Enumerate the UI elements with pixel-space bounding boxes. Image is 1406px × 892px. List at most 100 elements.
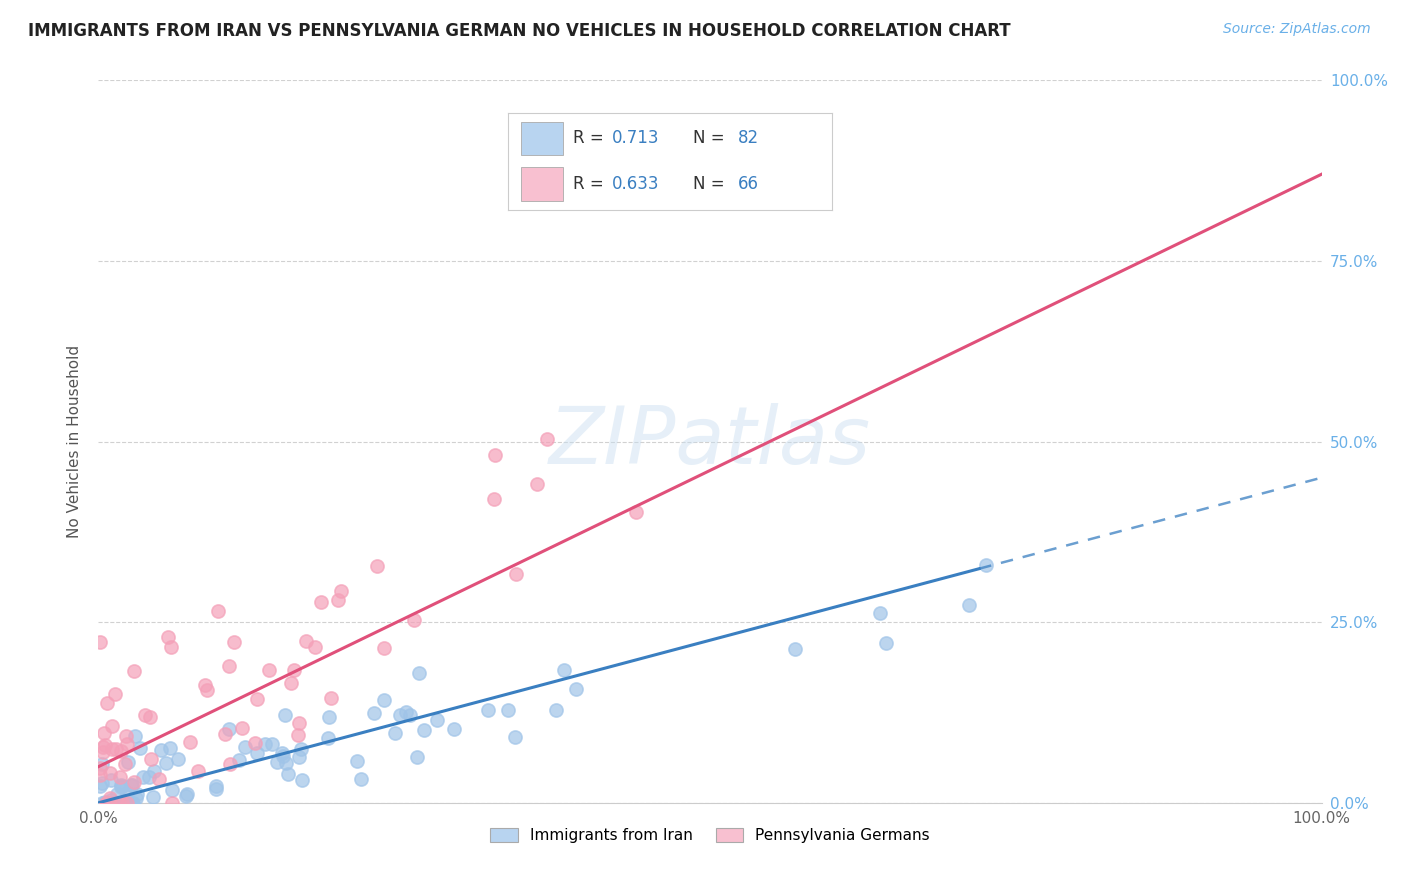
Point [115, 738, 138, 752]
Point [103, 796, 125, 810]
Point [120, 778, 142, 792]
Point [138, 710, 160, 724]
Point [389, 708, 412, 723]
Point [477, 703, 499, 717]
Point [266, 756, 288, 770]
Point [89, 779, 111, 793]
Point [100, 719, 122, 733]
Point [219, 757, 242, 772]
Point [96, 796, 118, 810]
Point [271, 748, 294, 763]
Point [129, 741, 152, 756]
Point [110, 778, 132, 792]
Point [274, 708, 297, 723]
Point [139, 752, 162, 766]
Point [120, 796, 142, 810]
Point [125, 791, 148, 805]
Text: IMMIGRANTS FROM IRAN VS PENNSYLVANIA GERMAN NO VEHICLES IN HOUSEHOLD CORRELATION: IMMIGRANTS FROM IRAN VS PENNSYLVANIA GER… [28, 22, 1011, 40]
Point [405, 750, 427, 764]
Point [104, 796, 127, 810]
Point [91, 776, 114, 790]
Point [121, 796, 143, 810]
Point [89, 768, 111, 782]
Point [290, 772, 312, 787]
Point [111, 779, 134, 793]
Point [276, 756, 298, 770]
Point [124, 729, 146, 743]
Point [309, 594, 332, 608]
Point [108, 770, 131, 784]
Point [108, 796, 131, 810]
Point [413, 723, 436, 737]
Point [134, 707, 156, 722]
Point [94, 796, 117, 810]
Point [98, 796, 121, 810]
Point [503, 731, 526, 745]
Point [330, 583, 353, 598]
Point [318, 710, 340, 724]
Point [121, 796, 143, 810]
Point [91, 756, 114, 771]
Point [869, 606, 891, 620]
Point [326, 593, 349, 607]
Point [363, 706, 385, 721]
Point [283, 663, 305, 677]
Point [150, 742, 173, 756]
Point [138, 770, 160, 784]
Point [245, 736, 267, 750]
Point [233, 739, 256, 754]
Point [91, 745, 114, 759]
Point [783, 642, 806, 657]
Point [115, 786, 138, 800]
Point [160, 640, 183, 654]
Point [100, 772, 122, 787]
Point [373, 693, 395, 707]
Point [122, 664, 145, 678]
Point [246, 746, 269, 760]
Point [253, 737, 276, 751]
Point [288, 749, 311, 764]
Point [117, 796, 139, 810]
Point [121, 778, 143, 792]
Point [218, 659, 240, 673]
Point [564, 681, 586, 696]
Point [89, 635, 111, 649]
Point [148, 772, 170, 787]
Point [197, 682, 219, 697]
Point [167, 752, 190, 766]
Point [373, 640, 395, 655]
Point [132, 770, 155, 784]
Point [122, 774, 145, 789]
Text: ZIPatlas: ZIPatlas [548, 402, 872, 481]
Point [287, 728, 309, 742]
Point [105, 787, 128, 801]
Point [277, 766, 299, 780]
Point [214, 727, 236, 741]
Point [304, 640, 326, 655]
Point [204, 781, 226, 796]
Point [98, 796, 121, 810]
Point [100, 793, 122, 807]
Point [176, 787, 198, 801]
Point [222, 635, 245, 649]
Text: Source: ZipAtlas.com: Source: ZipAtlas.com [1223, 22, 1371, 37]
Point [101, 742, 124, 756]
Point [321, 690, 343, 705]
Point [395, 705, 418, 719]
Point [205, 780, 228, 794]
Point [246, 692, 269, 706]
Point [957, 599, 980, 613]
Point [156, 630, 179, 644]
Point [93, 726, 115, 740]
Point [366, 559, 388, 574]
Point [443, 722, 465, 736]
Point [141, 790, 163, 805]
Point [484, 491, 506, 506]
Point [231, 722, 253, 736]
Point [316, 731, 339, 746]
Point [127, 788, 149, 802]
Point [179, 735, 201, 749]
Point [159, 740, 181, 755]
Point [271, 747, 294, 761]
Point [484, 449, 506, 463]
